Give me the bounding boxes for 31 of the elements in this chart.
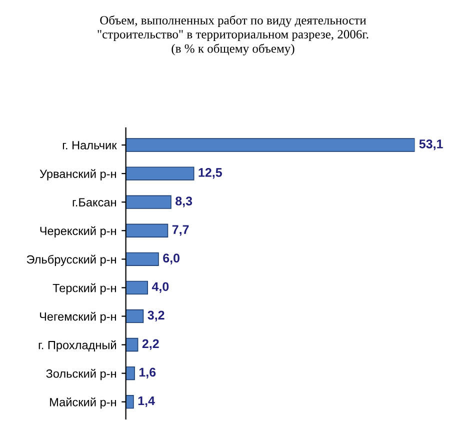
data-label: 53,1 (419, 140, 443, 150)
data-label: 8,3 (176, 196, 192, 208)
y-tick-label: г. Прохладный (38, 340, 116, 352)
bar (126, 224, 168, 238)
y-tick-label: Эльбрусский р-н (26, 254, 116, 266)
bar (126, 338, 138, 352)
chart-title: Объем, выполненных работ по виду деятельности "строительство" в территориальном разрезе, 2006г. (в % к общему объему) (98, 15, 368, 56)
y-tick-label: г. Нальчик (62, 141, 117, 150)
bar (126, 252, 159, 266)
data-label: 1,6 (139, 368, 156, 378)
y-tick-label: Урванский р-н (40, 169, 116, 180)
y-tick-label: Чегемский р-н (40, 312, 116, 324)
bar (126, 195, 172, 209)
data-label: 6,0 (163, 254, 180, 264)
y-tick-label: Черекский р-н (40, 226, 116, 238)
data-label: 12,5 (198, 168, 222, 179)
data-label: 1,4 (138, 396, 155, 407)
data-label: 4,0 (152, 282, 169, 293)
bar (126, 166, 194, 180)
y-tick-label: Зольский р-н (46, 368, 116, 380)
bar (126, 138, 415, 152)
y-tick-label: Терский р-н (52, 283, 116, 295)
bar (126, 394, 134, 409)
data-label: 2,2 (142, 339, 159, 350)
bar (126, 366, 135, 380)
data-label: 7,7 (172, 225, 189, 236)
bar (126, 280, 148, 295)
data-label: 3,2 (148, 310, 164, 322)
y-tick-label: Майский р-н (50, 397, 116, 409)
y-tick-label: г.Баксан (72, 198, 116, 206)
bar (126, 309, 144, 324)
